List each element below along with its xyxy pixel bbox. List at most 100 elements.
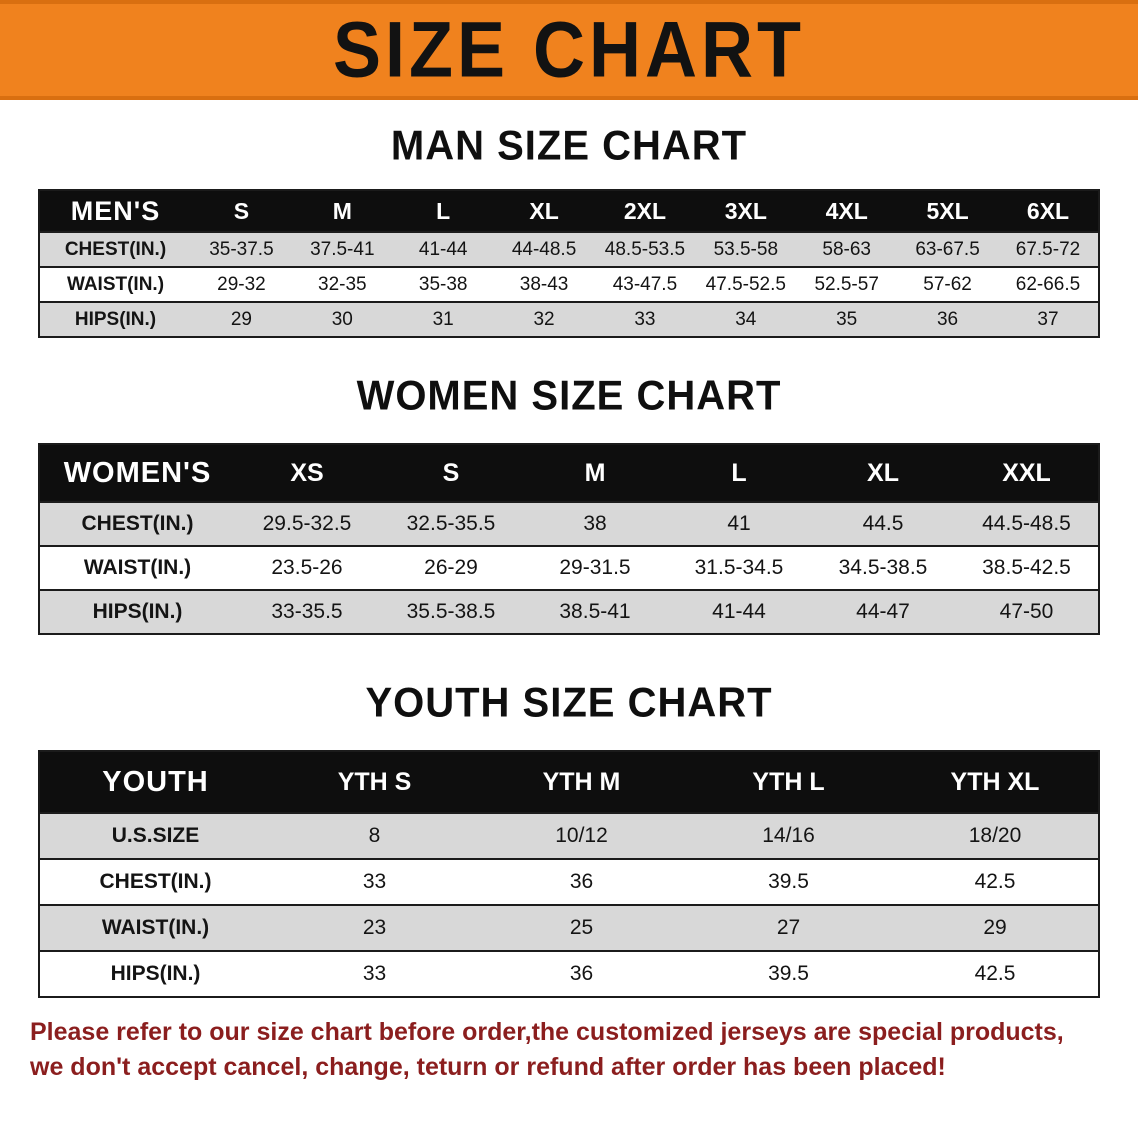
size-value-cell: 63-67.5 (915, 238, 980, 260)
size-header-cell: S (191, 190, 292, 232)
row-label: CHEST(IN.) (99, 870, 212, 893)
men-section: MAN SIZE CHART MEN'S S M L XL 2XL 3XL 4X… (0, 122, 1138, 338)
size-value-cell: 48.5-53.5 (604, 238, 686, 260)
size-value-cell: 47.5-52.5 (705, 273, 786, 295)
size-value-cell: 53.5-58 (713, 238, 779, 260)
size-header-cell: XL (811, 444, 955, 502)
size-value-cell: 42.5 (974, 870, 1016, 893)
size-value-cell: 27 (776, 916, 801, 939)
size-value-cell: 67.5-72 (1015, 238, 1081, 260)
row-label: CHEST(IN.) (81, 512, 194, 535)
size-value-cell: 47-50 (999, 600, 1054, 623)
size-value-cell: 29-31.5 (559, 556, 631, 579)
row-label: HIPS(IN.) (110, 962, 201, 985)
size-value-cell: 33 (634, 308, 656, 330)
men-chest-row: CHEST(IN.) 35-37.5 37.5-41 41-44 44-48.5… (39, 232, 1099, 267)
size-value-cell: 44.5 (862, 512, 904, 535)
size-value-cell: 38 (583, 512, 607, 535)
row-label: WAIST(IN.) (66, 273, 165, 295)
size-value-cell: 36 (936, 308, 959, 330)
row-label: HIPS(IN.) (74, 308, 157, 330)
size-value-cell: 31.5-34.5 (694, 556, 784, 579)
note-line-1: Please refer to our size chart before or… (30, 1018, 1064, 1046)
size-value-cell: 10/12 (555, 824, 608, 847)
youth-ussize-row: U.S.SIZE 8 10/12 14/16 18/20 (39, 813, 1099, 859)
size-value-cell: 62-66.5 (1015, 273, 1081, 295)
size-value-cell: 26-29 (424, 556, 478, 579)
size-value-cell: 32 (533, 308, 555, 330)
size-header-cell: 2XL (594, 190, 696, 232)
size-header-cell: 4XL (796, 190, 898, 232)
size-header-cell: YTH XL (892, 751, 1099, 813)
size-value-cell: 29 (983, 916, 1007, 939)
size-chart-page: SIZE CHART MAN SIZE CHART MEN'S S M L XL… (0, 0, 1138, 1082)
size-value-cell: 23.5-26 (271, 556, 343, 579)
youth-chest-row: CHEST(IN.) 33 36 39.5 42.5 (39, 859, 1099, 905)
row-label: HIPS(IN.) (92, 600, 183, 623)
size-value-cell: 35 (836, 308, 858, 330)
women-waist-row: WAIST(IN.) 23.5-26 26-29 29-31.5 31.5-34… (39, 546, 1099, 590)
men-hips-row: HIPS(IN.) 29 30 31 32 33 34 35 36 37 (39, 302, 1099, 337)
size-value-cell: 25 (569, 916, 594, 939)
size-value-cell: 23 (362, 916, 387, 939)
size-value-cell: 18/20 (968, 824, 1022, 847)
men-section-heading: MAN SIZE CHART (390, 122, 748, 170)
size-header-cell: 6XL (998, 190, 1099, 232)
size-value-cell: 37 (1037, 308, 1059, 330)
row-label: WAIST(IN.) (83, 556, 192, 579)
youth-hips-row: HIPS(IN.) 33 36 39.5 42.5 (39, 951, 1099, 997)
size-value-cell: 8 (368, 824, 381, 847)
size-header-cell: L (392, 190, 494, 232)
size-value-cell: 14/16 (762, 824, 815, 847)
women-size-table: WOMEN'S XS S M L XL XXL CHEST(IN.) 29.5-… (38, 443, 1100, 635)
size-value-cell: 36 (569, 870, 594, 893)
footer-note: Please refer to our size chart before or… (0, 1018, 1138, 1082)
size-value-cell: 41 (727, 512, 751, 535)
size-value-cell: 32.5-35.5 (406, 512, 496, 535)
size-header-cell: M (523, 444, 667, 502)
size-value-cell: 30 (331, 308, 353, 330)
size-header-cell: L (667, 444, 811, 502)
women-section-heading: WOMEN SIZE CHART (356, 372, 782, 420)
size-value-cell: 35-37.5 (209, 238, 274, 260)
size-value-cell: 37.5-41 (310, 238, 375, 260)
men-table-title: MEN'S (39, 190, 191, 232)
size-header-cell: 5XL (897, 190, 998, 232)
size-value-cell: 29-32 (217, 273, 266, 295)
size-value-cell: 29.5-32.5 (262, 512, 352, 535)
youth-header-row: YOUTH YTH S YTH M YTH L YTH XL (39, 751, 1099, 813)
size-value-cell: 29 (230, 308, 252, 330)
size-header-cell: YTH L (685, 751, 892, 813)
youth-waist-row: WAIST(IN.) 23 25 27 29 (39, 905, 1099, 951)
youth-table-title: YOUTH (39, 751, 271, 813)
size-value-cell: 41-44 (418, 238, 468, 260)
size-value-cell: 57-62 (923, 273, 972, 295)
size-value-cell: 38.5-41 (559, 600, 631, 623)
youth-section: YOUTH SIZE CHART YOUTH YTH S YTH M YTH L… (0, 679, 1138, 998)
size-value-cell: 44-47 (856, 600, 910, 623)
size-value-cell: 31 (432, 308, 454, 330)
size-header-cell: XL (493, 190, 595, 232)
men-waist-row: WAIST(IN.) 29-32 32-35 35-38 38-43 43-47… (39, 267, 1099, 302)
size-value-cell: 41-44 (712, 600, 766, 623)
size-header-cell: YTH S (271, 751, 478, 813)
size-value-cell: 42.5 (974, 962, 1016, 985)
title-banner: SIZE CHART (0, 0, 1138, 100)
size-value-cell: 38-43 (519, 273, 569, 295)
size-value-cell: 32-35 (318, 273, 367, 295)
men-header-row: MEN'S S M L XL 2XL 3XL 4XL 5XL 6XL (39, 190, 1099, 232)
size-value-cell: 58-63 (822, 238, 871, 260)
size-value-cell: 43-47.5 (612, 273, 678, 295)
size-header-cell: XS (235, 444, 379, 502)
size-header-cell: 3XL (695, 190, 797, 232)
women-section: WOMEN SIZE CHART WOMEN'S XS S M L XL XXL… (0, 372, 1138, 635)
youth-section-heading: YOUTH SIZE CHART (365, 679, 773, 727)
size-value-cell: 33 (362, 870, 387, 893)
size-value-cell: 35.5-38.5 (406, 600, 496, 623)
size-value-cell: 34.5-38.5 (838, 556, 928, 579)
women-header-row: WOMEN'S XS S M L XL XXL (39, 444, 1099, 502)
row-label: U.S.SIZE (111, 824, 200, 847)
size-header-cell: S (379, 444, 523, 502)
size-value-cell: 44.5-48.5 (982, 512, 1071, 535)
women-chest-row: CHEST(IN.) 29.5-32.5 32.5-35.5 38 41 44.… (39, 502, 1099, 546)
